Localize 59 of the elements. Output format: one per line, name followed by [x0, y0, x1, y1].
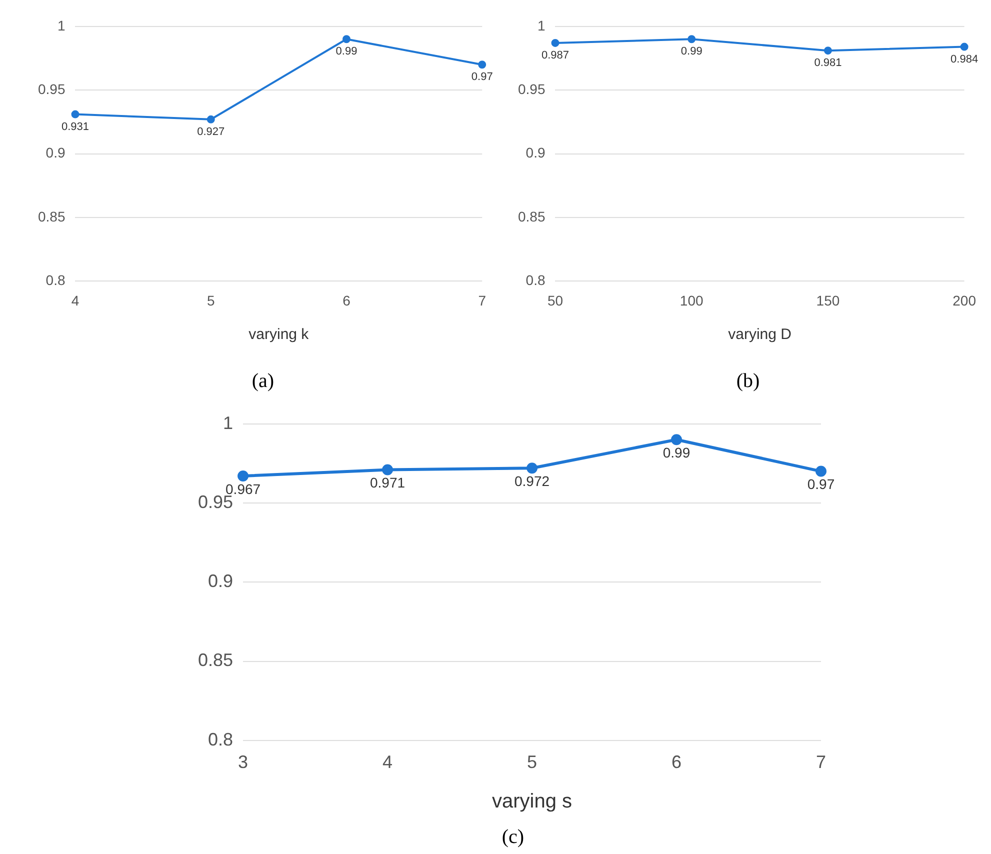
y-tick-label: 0.95	[518, 80, 546, 97]
x-tick-label: 50	[547, 292, 564, 308]
data-label: 0.97	[471, 71, 493, 84]
data-label: 0.981	[814, 57, 842, 70]
point	[688, 35, 696, 44]
y-tick-label: 1	[57, 17, 66, 34]
point	[815, 466, 826, 477]
point	[342, 35, 350, 44]
data-label: 0.931	[61, 120, 90, 133]
point	[551, 38, 560, 47]
data-label: 0.987	[541, 49, 570, 62]
y-tick-label: 0.8	[208, 729, 234, 750]
data-label: 0.972	[514, 472, 550, 489]
point	[206, 115, 215, 124]
data-label: 0.99	[662, 444, 690, 460]
x-tick-label: 200	[952, 292, 976, 308]
y-tick-label: 1	[223, 412, 234, 433]
x-axis-title: varying k	[248, 326, 310, 344]
text: (c)	[500, 826, 526, 849]
point	[526, 462, 538, 474]
x-tick-label: 4	[382, 752, 393, 772]
x-tick-label: 6	[671, 752, 682, 772]
data-label: 0.99	[336, 46, 358, 58]
x-tick-label: 3	[238, 752, 248, 772]
x-tick-label: 100	[680, 292, 704, 308]
x-tick-label: 5	[206, 292, 215, 308]
x-tick-label: 150	[816, 292, 840, 308]
y-tick-label: 0.85	[198, 650, 234, 670]
point	[824, 46, 832, 55]
data-label: 0.97	[807, 476, 835, 492]
y-tick-label: 0.8	[526, 272, 546, 288]
x-tick-label: 4	[71, 292, 80, 308]
x-tick-label: 7	[816, 752, 826, 772]
text: (a)	[250, 370, 276, 393]
y-tick-label: 0.85	[38, 208, 66, 224]
point	[71, 110, 80, 118]
data-label: 0.927	[197, 126, 225, 138]
y-tick-label: 0.9	[46, 144, 66, 161]
point	[478, 60, 486, 69]
y-tick-label: 0.95	[38, 80, 66, 97]
point	[960, 42, 968, 51]
x-tick-label: 7	[478, 292, 486, 308]
data-label: 0.971	[370, 474, 406, 491]
x-axis-title: varying D	[728, 326, 792, 344]
text: (b)	[735, 370, 761, 393]
point	[382, 464, 394, 476]
x-tick-label: 5	[527, 752, 538, 772]
data-label: 0.984	[950, 53, 978, 66]
point	[238, 470, 249, 482]
x-tick-label: 6	[342, 292, 351, 308]
data-label: 0.967	[226, 480, 261, 497]
y-tick-label: 0.9	[526, 144, 546, 161]
y-tick-label: 0.85	[518, 208, 546, 224]
y-tick-label: 1	[537, 17, 546, 34]
x-axis-title: varying s	[492, 790, 572, 813]
y-tick-label: 0.8	[46, 272, 66, 288]
point	[671, 434, 682, 446]
y-tick-label: 0.9	[208, 571, 234, 592]
data-label: 0.99	[680, 46, 702, 58]
